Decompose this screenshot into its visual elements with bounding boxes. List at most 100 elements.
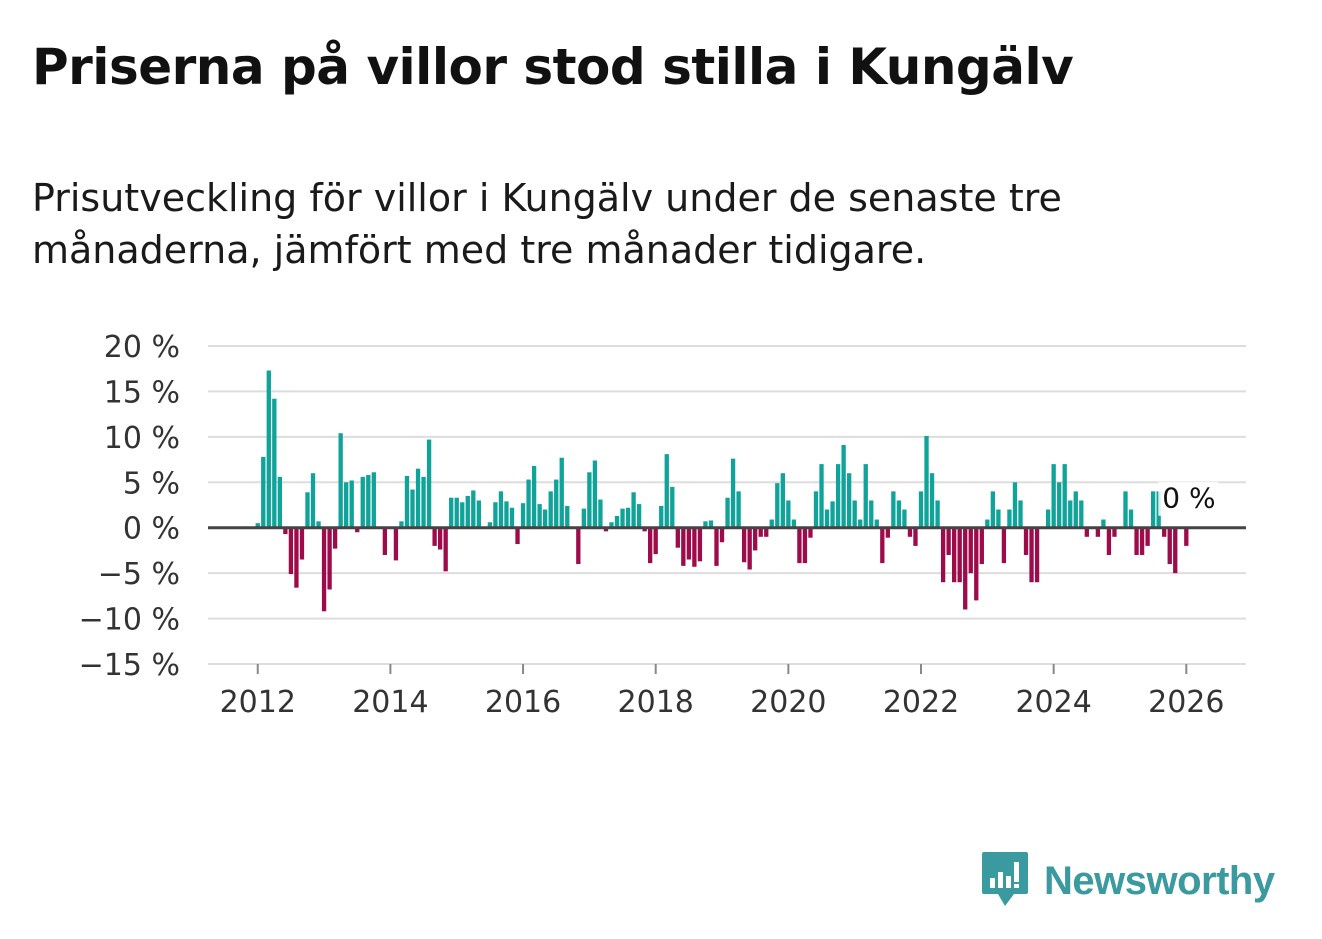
data-bar: [775, 483, 780, 528]
x-tick-label: 2024: [1015, 685, 1091, 720]
data-bar: [344, 482, 349, 528]
data-bar: [1123, 491, 1128, 528]
data-bar: [310, 473, 316, 528]
data-bar: [968, 527, 973, 574]
data-bar: [697, 527, 703, 562]
data-bar: [924, 435, 929, 528]
data-bar: [725, 497, 730, 528]
data-bar: [520, 503, 526, 528]
data-bar: [1167, 527, 1172, 565]
data-bar: [576, 527, 581, 565]
data-bar: [288, 527, 294, 575]
x-tick-label: 2014: [352, 685, 428, 720]
data-bar: [537, 504, 542, 528]
data-bar: [918, 491, 924, 528]
data-bar: [957, 527, 962, 583]
data-bar: [299, 527, 305, 560]
data-bar: [802, 527, 808, 564]
data-bar: [382, 527, 388, 555]
grid-lines: [208, 345, 1246, 665]
data-bar: [780, 473, 785, 528]
data-bar: [1095, 527, 1101, 537]
data-bar: [366, 475, 371, 528]
data-bar: [1023, 527, 1029, 555]
data-bar: [526, 479, 531, 528]
data-bar: [565, 505, 570, 528]
data-bar: [880, 527, 885, 564]
data-bar: [332, 527, 338, 549]
data-bar: [393, 527, 399, 561]
data-bar: [642, 527, 647, 532]
x-tick-label: 2012: [220, 685, 296, 720]
data-bar: [360, 476, 365, 528]
data-bar: [974, 527, 979, 601]
y-tick-label: −15 %: [79, 648, 180, 683]
data-bar: [736, 491, 741, 528]
data-bar: [703, 521, 708, 528]
data-bar: [598, 499, 603, 528]
data-bar: [449, 497, 454, 528]
data-bar: [504, 501, 509, 528]
brand-logo: Newsworthy: [980, 850, 1275, 912]
data-bar: [603, 527, 609, 532]
data-bar: [753, 527, 758, 551]
data-bar: [443, 527, 448, 572]
data-bar: [648, 527, 653, 564]
data-bar: [266, 370, 271, 528]
last-value-label: 0 %: [1162, 482, 1215, 515]
data-bar: [730, 458, 736, 528]
data-bar: [1018, 500, 1023, 528]
data-bar: [835, 464, 841, 528]
data-bar: [952, 527, 957, 583]
data-bar: [1112, 527, 1117, 537]
data-bar: [846, 473, 852, 528]
data-bar: [990, 491, 996, 528]
data-bar: [1012, 482, 1018, 528]
data-bar: [1045, 509, 1051, 528]
data-bar: [708, 520, 714, 528]
data-bar: [1051, 464, 1056, 528]
data-bar: [294, 527, 299, 588]
data-bar: [272, 398, 277, 528]
data-bar: [1034, 527, 1040, 583]
data-bar: [885, 527, 890, 538]
data-bar: [471, 490, 476, 528]
data-bar: [399, 521, 404, 528]
data-bar: [1068, 500, 1073, 528]
y-tick-label: 5 %: [123, 466, 180, 501]
brand-name: Newsworthy: [1044, 858, 1275, 903]
data-bar: [1001, 527, 1007, 564]
data-bar: [1073, 491, 1078, 528]
y-tick-label: −10 %: [79, 603, 180, 638]
data-bar: [498, 491, 504, 528]
data-bar: [415, 468, 421, 528]
data-bar: [1007, 509, 1012, 528]
data-bar: [741, 527, 747, 563]
x-tick-label: 2020: [750, 685, 826, 720]
data-bar: [283, 527, 288, 535]
data-bar: [996, 509, 1001, 528]
data-bar: [675, 527, 680, 548]
data-bar: [1162, 527, 1167, 537]
data-bar: [620, 508, 625, 528]
data-bar: [874, 519, 879, 528]
data-bar: [515, 527, 520, 545]
data-bar: [437, 527, 443, 550]
data-bar: [819, 464, 824, 528]
data-bar: [1128, 509, 1134, 528]
data-bar: [559, 457, 564, 528]
data-bar: [531, 465, 537, 528]
data-bar: [714, 527, 719, 566]
data-bar: [609, 522, 614, 528]
data-bar: [902, 509, 907, 528]
data-bar: [592, 460, 598, 528]
data-bar: [371, 472, 376, 528]
data-bar: [896, 500, 902, 528]
data-bar: [321, 527, 327, 612]
data-bar: [1029, 527, 1034, 583]
data-bar: [891, 491, 896, 528]
data-bar: [1079, 500, 1084, 528]
chart-title: Priserna på villor stod stilla i Kungälv: [32, 38, 1074, 96]
data-bar: [277, 476, 283, 528]
data-bar: [543, 509, 548, 528]
